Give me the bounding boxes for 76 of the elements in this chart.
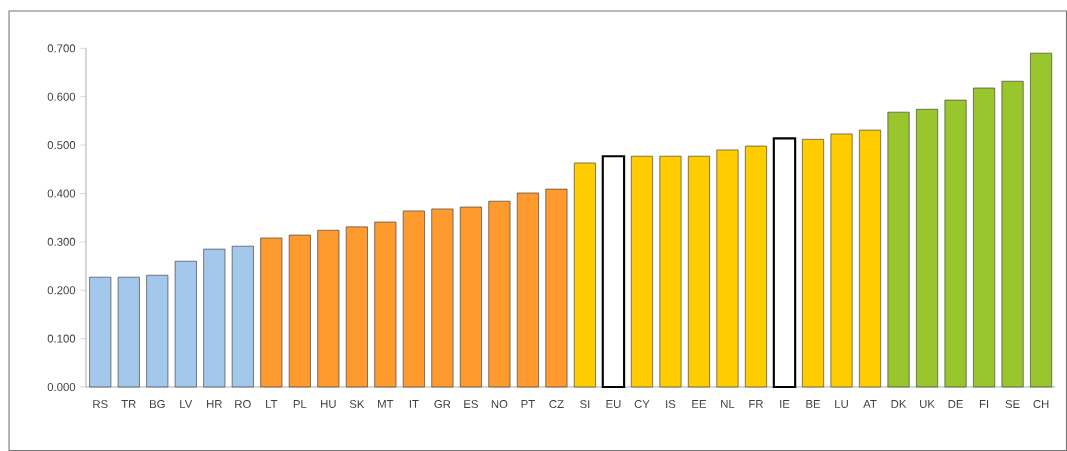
x-tick-label: IT bbox=[409, 400, 419, 408]
bar bbox=[516, 192, 539, 388]
y-tick-label: 0.100 bbox=[47, 334, 76, 343]
x-tick-label: GR bbox=[434, 400, 451, 409]
bar bbox=[231, 245, 254, 388]
x-tick-label: UK bbox=[920, 400, 935, 408]
bar bbox=[260, 237, 283, 388]
bar bbox=[374, 221, 397, 388]
x-tick-label: ES bbox=[464, 400, 478, 409]
x-tick-label: LU bbox=[835, 400, 848, 408]
y-tick-label: 0.200 bbox=[47, 286, 76, 295]
x-tick-label: NO bbox=[491, 400, 508, 409]
y-tick-label: 0.400 bbox=[47, 189, 76, 198]
x-tick-label: BE bbox=[806, 400, 821, 408]
x-tick-label: BG bbox=[150, 400, 165, 409]
x-tick-label: CZ bbox=[549, 400, 564, 409]
x-tick-label: LT bbox=[266, 400, 278, 408]
x-tick-label: FI bbox=[979, 400, 989, 408]
x-tick-label: CH bbox=[1033, 400, 1049, 409]
x-tick-label: EU bbox=[606, 400, 621, 408]
bar bbox=[659, 155, 682, 388]
bar bbox=[973, 87, 996, 388]
x-tick-label: RS bbox=[93, 400, 108, 409]
bar bbox=[431, 208, 454, 388]
bar bbox=[859, 129, 882, 388]
x-tick-label: FR bbox=[749, 400, 764, 408]
x-tick-label: IE bbox=[780, 400, 790, 408]
x-tick-label: SE bbox=[1005, 400, 1020, 409]
y-tick-label: 0.000 bbox=[47, 383, 76, 392]
bar bbox=[174, 260, 197, 388]
bar bbox=[317, 229, 340, 388]
x-tick-label: LV bbox=[180, 400, 193, 408]
y-tick-label: 0.300 bbox=[47, 237, 76, 246]
bar bbox=[345, 226, 368, 388]
x-tick-label: DK bbox=[891, 400, 907, 408]
bar bbox=[772, 137, 797, 389]
bar bbox=[545, 188, 568, 388]
bar bbox=[601, 155, 626, 389]
bar bbox=[1030, 52, 1053, 388]
bar bbox=[1001, 80, 1024, 388]
x-tick-label: MT bbox=[378, 400, 394, 408]
bar bbox=[687, 155, 710, 388]
bar bbox=[488, 200, 511, 388]
bar bbox=[459, 206, 482, 388]
bar bbox=[402, 210, 425, 388]
y-tick-label: 0.600 bbox=[47, 92, 76, 101]
x-tick-label: DE bbox=[948, 400, 963, 408]
x-tick-label: RO bbox=[235, 400, 251, 409]
bar bbox=[146, 274, 169, 388]
x-tick-label: HR bbox=[207, 400, 222, 408]
bar bbox=[117, 276, 140, 388]
y-tick-label: 0.500 bbox=[47, 141, 76, 150]
bar bbox=[630, 155, 653, 388]
y-tick-label: 0.700 bbox=[47, 44, 76, 53]
x-tick-label: SK bbox=[349, 400, 365, 409]
bar bbox=[944, 99, 967, 388]
bar bbox=[916, 108, 939, 388]
x-tick-label: IS bbox=[666, 400, 676, 409]
x-tick-label: PL bbox=[293, 400, 307, 408]
x-tick-label: HU bbox=[321, 400, 336, 408]
bar bbox=[887, 111, 910, 388]
x-tick-label: AT bbox=[863, 400, 877, 408]
x-tick-label: EE bbox=[692, 400, 707, 408]
bar bbox=[716, 149, 739, 388]
x-tick-label: CY bbox=[634, 400, 650, 409]
bar bbox=[203, 248, 226, 388]
bar bbox=[830, 133, 853, 388]
bar bbox=[89, 276, 112, 388]
x-tick-label: PT bbox=[521, 400, 535, 408]
x-tick-label: NL bbox=[721, 400, 735, 408]
x-tick-label: SI bbox=[580, 400, 590, 409]
bar bbox=[573, 162, 596, 388]
bar bbox=[288, 234, 311, 388]
bar bbox=[802, 138, 825, 388]
x-tick-label: TR bbox=[121, 400, 136, 408]
bar bbox=[744, 145, 767, 388]
